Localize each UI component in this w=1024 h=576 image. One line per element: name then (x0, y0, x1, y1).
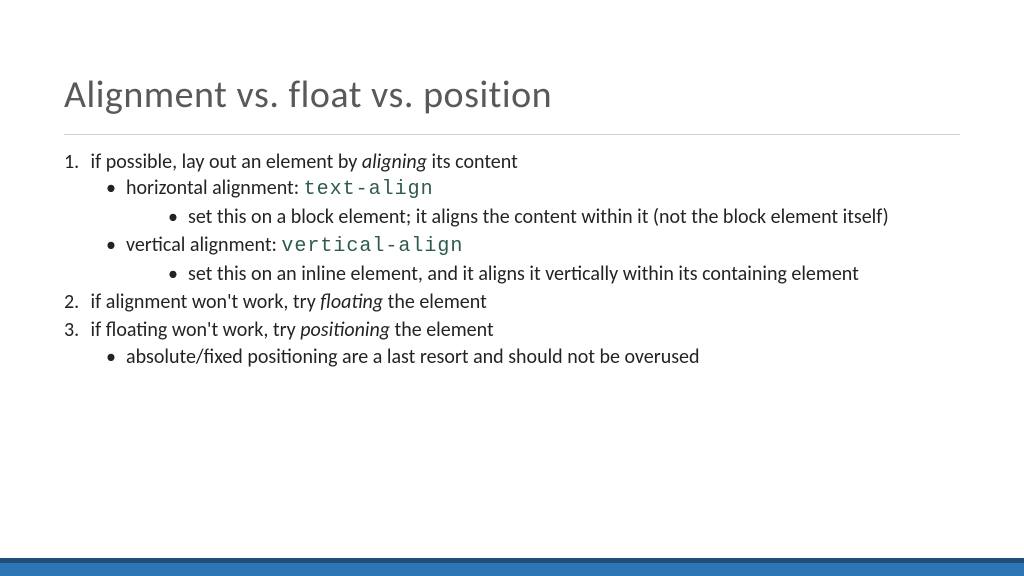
detail-list: set this on a block element; it aligns t… (168, 204, 960, 230)
list-item-2: 2. if alignment won't work, try floating… (64, 289, 960, 315)
footer-accent-bar (0, 558, 1024, 576)
sublist: absolute/fixed positioning are a last re… (106, 344, 960, 370)
ordered-list: 1. if possible, lay out an element by al… (64, 149, 960, 370)
list-item-3: 3. if floating won't work, try positioni… (64, 317, 960, 370)
slide: Alignment vs. float vs. position 1. if p… (0, 0, 1024, 576)
item-number: 3. (64, 317, 86, 343)
item-text: if floating won't work, try positioning … (91, 318, 494, 342)
code-text-align: text-align (304, 178, 434, 201)
sub-label: horizontal alignment: (126, 176, 304, 200)
item-text: if alignment won't work, try floating th… (91, 290, 487, 314)
sublist-item-vertical: vertical alignment: vertical-align set t… (106, 232, 960, 287)
text-post: the element (390, 318, 494, 342)
sublist-item-positioning-note: absolute/fixed positioning are a last re… (106, 344, 960, 370)
item-text: if possible, lay out an element by align… (91, 150, 518, 174)
code-vertical-align: vertical-align (281, 235, 463, 258)
sublist: horizontal alignment: text-align set thi… (106, 175, 960, 287)
text-emphasis: floating (320, 290, 383, 314)
text-emphasis: positioning (300, 318, 390, 342)
detail-item: set this on a block element; it aligns t… (168, 204, 960, 230)
sub-label: vertical alignment: (126, 233, 281, 257)
sublist-item-horizontal: horizontal alignment: text-align set thi… (106, 175, 960, 230)
text-pre: if alignment won't work, try (91, 290, 321, 314)
text-post: its content (427, 150, 518, 174)
detail-list: set this on an inline element, and it al… (168, 261, 960, 287)
detail-item: set this on an inline element, and it al… (168, 261, 960, 287)
item-number: 1. (64, 149, 86, 175)
slide-body: 1. if possible, lay out an element by al… (64, 149, 960, 370)
text-post: the element (383, 290, 487, 314)
text-pre: if possible, lay out an element by (91, 150, 362, 174)
list-item-1: 1. if possible, lay out an element by al… (64, 149, 960, 287)
slide-title: Alignment vs. float vs. position (64, 72, 960, 135)
text-pre: if floating won't work, try (91, 318, 301, 342)
text-emphasis: aligning (362, 150, 427, 174)
item-number: 2. (64, 289, 86, 315)
